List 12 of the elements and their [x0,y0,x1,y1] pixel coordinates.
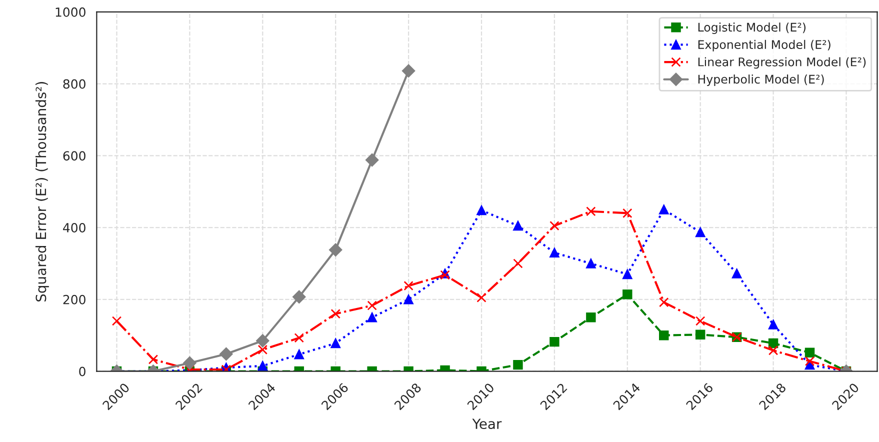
y-tick-label: 600 [63,151,86,161]
y-tick-label: 800 [63,79,86,89]
legend-label: Linear Regression Model (E²) [698,57,866,69]
y-tick-label: 200 [63,294,86,304]
legend-label: Exponential Model (E²) [698,40,830,52]
legend-label: Logistic Model (E²) [698,22,806,34]
legend-label: Hyperbolic Model (E²) [698,74,824,86]
y-tick-label: 0 [79,366,86,376]
y-axis-title: Squared Error (E²) (Thousands²) [35,82,49,302]
y-tick-label: 400 [63,223,86,232]
y-tick-label: 1000 [56,7,86,17]
x-axis-title: Year [472,418,502,430]
